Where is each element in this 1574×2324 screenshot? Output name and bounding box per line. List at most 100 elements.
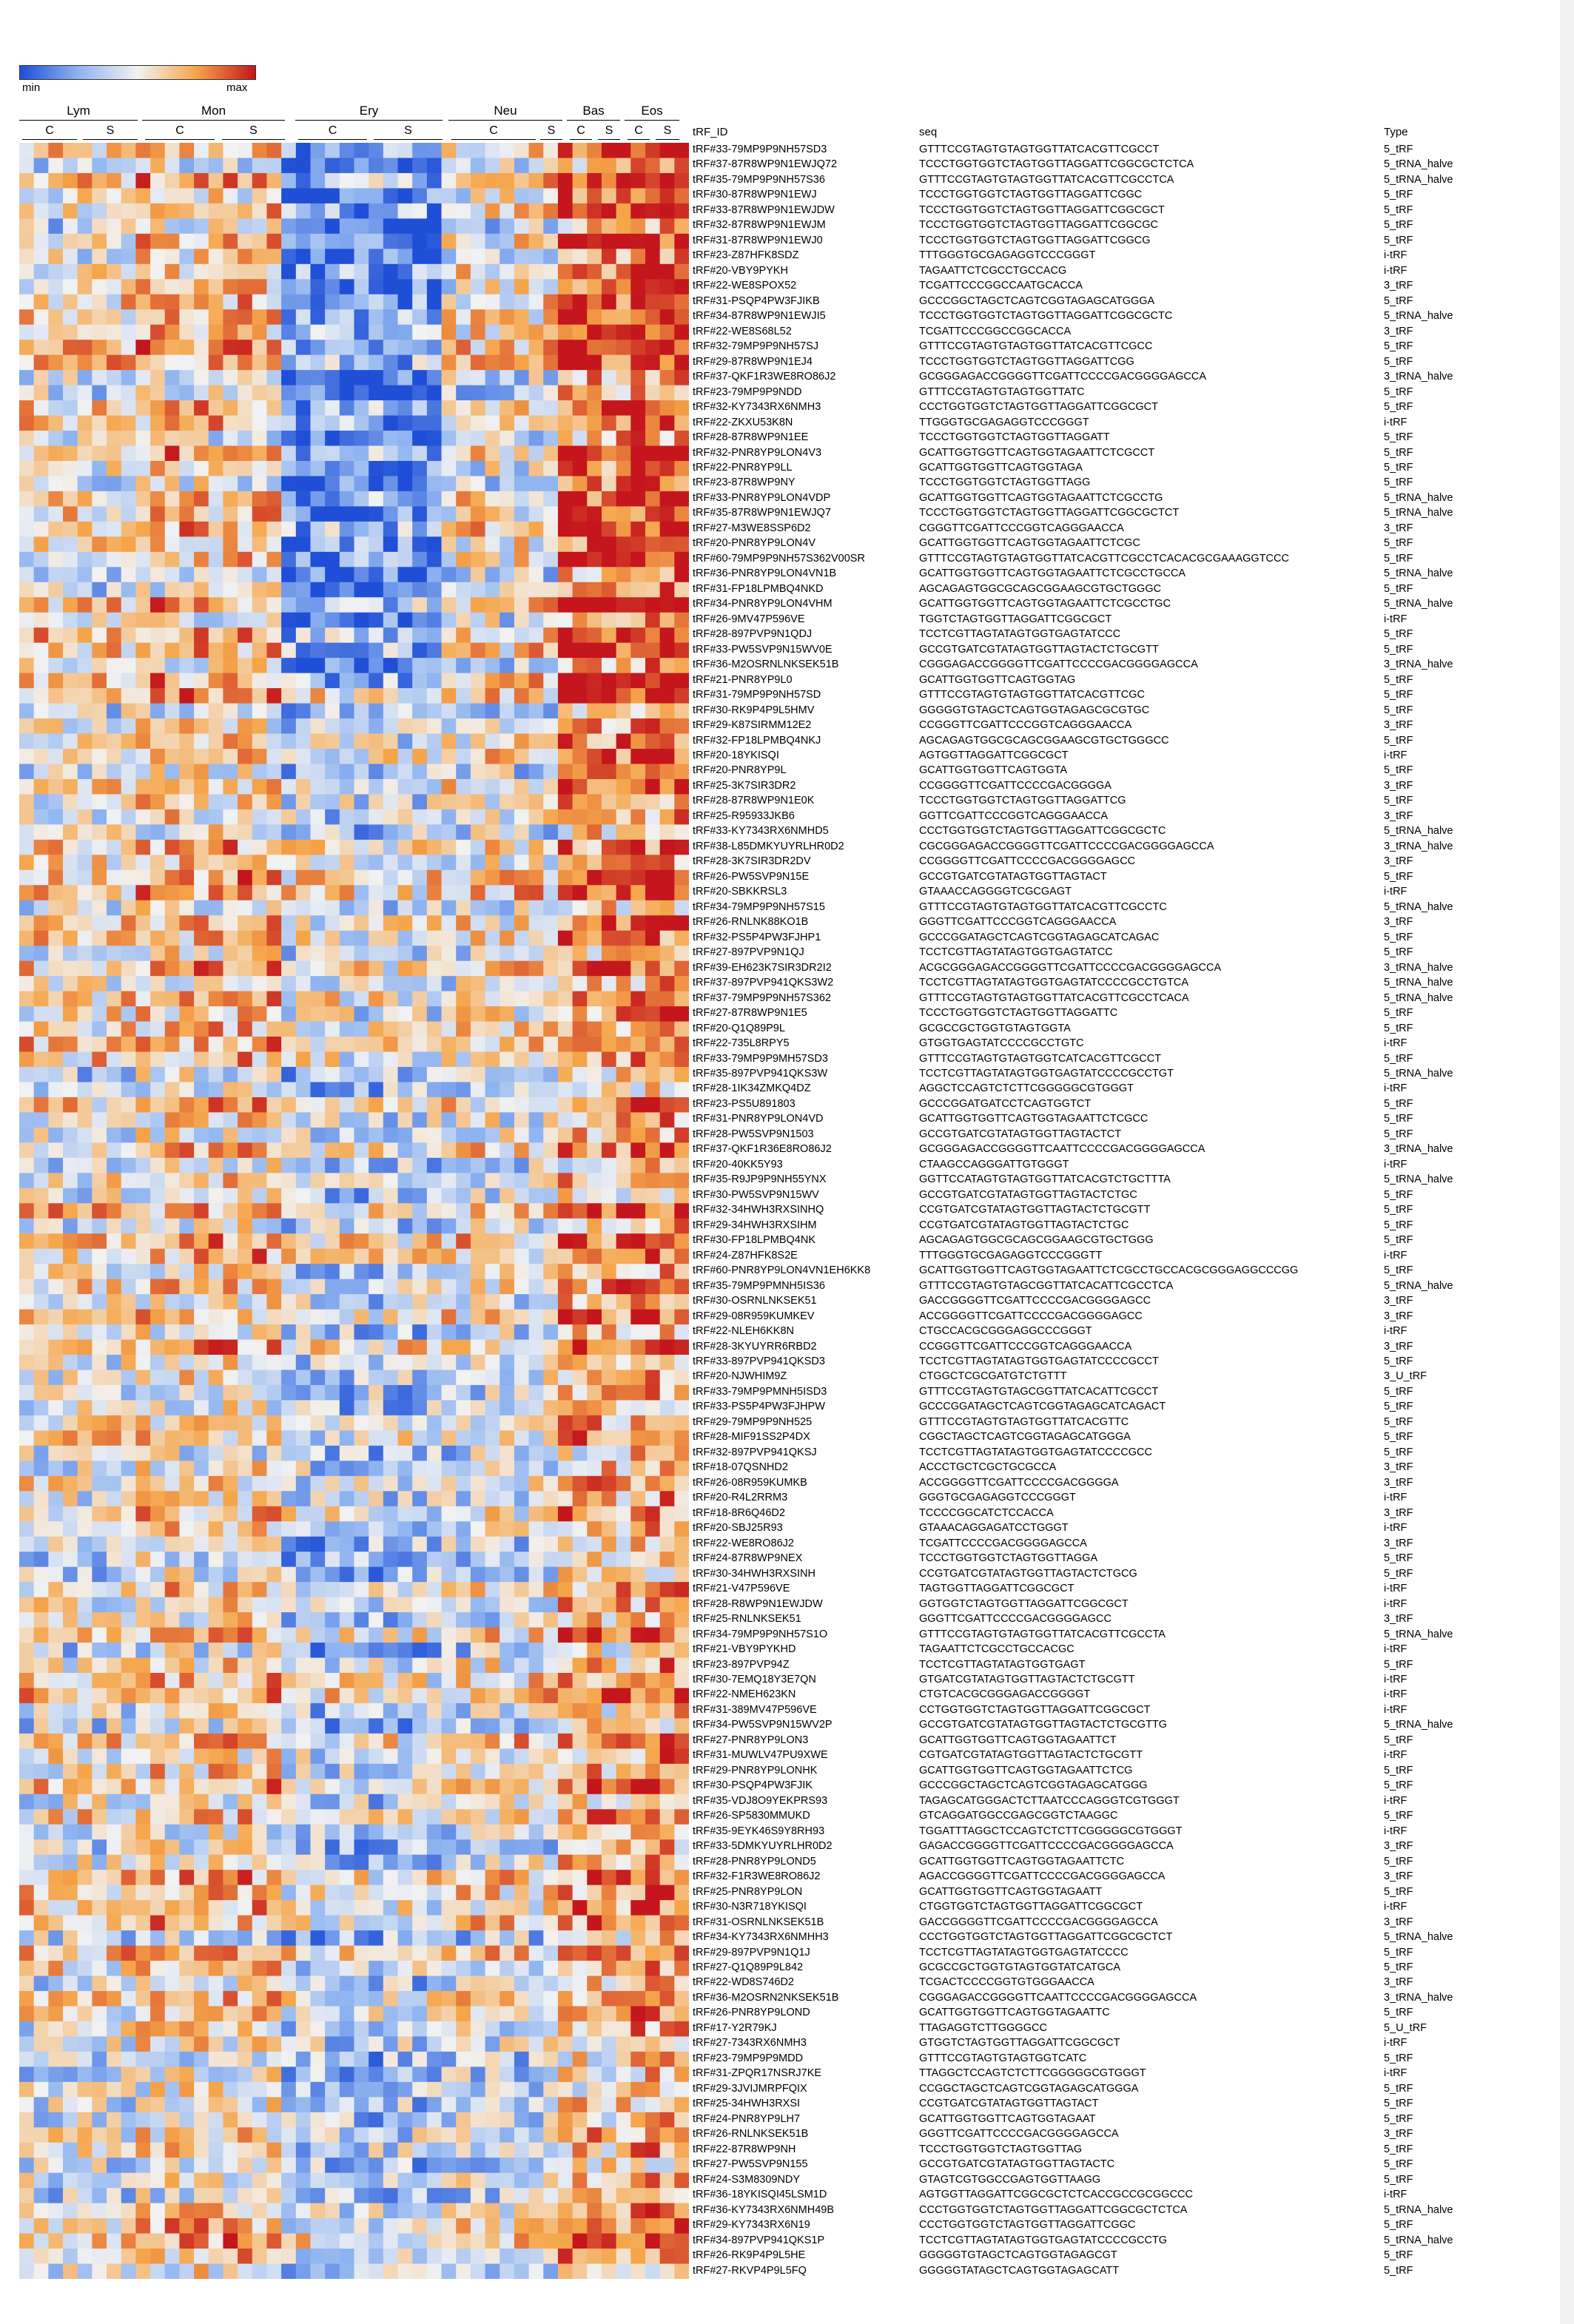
heatmap-cell (383, 143, 399, 159)
page-edge (1560, 0, 1574, 2324)
heatmap-cell (354, 143, 369, 159)
heatmap-cell (223, 158, 238, 174)
heatmap-cell (92, 158, 107, 174)
heatmap-cell (485, 249, 500, 265)
heatmap-cell (572, 233, 588, 249)
heatmap-cell (514, 188, 530, 204)
heatmap-cell (238, 203, 253, 219)
heatmap-cell (238, 233, 253, 249)
heatmap-cell (601, 203, 617, 219)
heatmap-cell (587, 158, 602, 174)
heatmap-grid (19, 143, 689, 2279)
color-scale-legend (19, 65, 256, 80)
heatmap-cell (528, 143, 544, 159)
heatmap-cell (107, 218, 122, 235)
heatmap-cell (485, 233, 500, 249)
heatmap-cell (194, 158, 209, 174)
heatmap-cell (252, 233, 268, 249)
heatmap-cell (557, 172, 574, 189)
heatmap-cell (528, 249, 544, 265)
heatmap-cell (528, 203, 544, 219)
heatmap-cell (412, 203, 428, 219)
heatmap-cell (659, 158, 675, 174)
heatmap-cell (77, 158, 93, 174)
legend-min-label: min (22, 81, 41, 94)
group-underline (625, 120, 679, 121)
heatmap-cell (528, 158, 544, 174)
heatmap-cell (135, 188, 151, 204)
heatmap-cell (266, 233, 282, 249)
heatmap-cell (295, 172, 312, 189)
heatmap-cell (164, 158, 181, 174)
heatmap-cell (281, 218, 297, 235)
heatmap-cell (587, 172, 602, 189)
heatmap-cell (659, 172, 675, 189)
heatmap-cell (135, 218, 151, 235)
heatmap-cell (630, 188, 646, 204)
heatmap-cell (616, 188, 631, 204)
heatmap-cell (150, 172, 166, 189)
heatmap-cell (500, 172, 515, 189)
heatmap-cell (616, 143, 631, 159)
heatmap-cell (63, 158, 78, 174)
heatmap-cell (266, 172, 282, 189)
heatmap-cell (63, 263, 78, 280)
heatmap-cell (194, 143, 209, 159)
heatmap-cell (48, 249, 64, 265)
heatmap-cell (601, 233, 617, 249)
heatmap-cell (412, 143, 428, 159)
heatmap-cell (426, 218, 443, 235)
heatmap-cell (77, 249, 93, 265)
heatmap-cell (645, 172, 661, 189)
heatmap-cell (557, 203, 574, 219)
heatmap-cell (426, 263, 443, 280)
heatmap-cell (572, 203, 588, 219)
heatmap-cell (310, 188, 326, 204)
heatmap-cell (456, 172, 471, 189)
heatmap-cell (456, 188, 471, 204)
heatmap-cell (107, 263, 122, 280)
heatmap-cell (383, 249, 399, 265)
heatmap-cell (150, 249, 166, 265)
heatmap-cell (456, 249, 471, 265)
group-label: Neu (494, 104, 517, 118)
heatmap-cell (19, 203, 35, 219)
heatmap-cell (369, 158, 384, 174)
heatmap-cell (310, 203, 326, 219)
subgroup-underline (656, 139, 679, 140)
heatmap-cell (150, 203, 166, 219)
heatmap-cell (616, 203, 631, 219)
subgroup-underline (451, 139, 536, 140)
heatmap-cell (266, 249, 282, 265)
heatmap-cell (223, 143, 238, 159)
heatmap-cell (659, 188, 675, 204)
heatmap-cell (107, 233, 122, 249)
heatmap-cell (135, 203, 151, 219)
heatmap-cell (456, 203, 471, 219)
heatmap-cell (77, 203, 93, 219)
heatmap-cell (33, 188, 49, 204)
heatmap-cell (397, 143, 413, 159)
heatmap-cell (295, 158, 312, 174)
heatmap-cell (659, 233, 675, 249)
heatmap-cell (572, 249, 588, 265)
heatmap-cell (208, 172, 224, 189)
heatmap-cell (383, 263, 399, 280)
heatmap-cell (48, 233, 64, 249)
heatmap-cell (557, 143, 574, 159)
heatmap-cell (412, 263, 428, 280)
heatmap-cell (456, 143, 471, 159)
heatmap-cell (77, 233, 93, 249)
heatmap-cell (150, 233, 166, 249)
heatmap-cell (514, 218, 530, 235)
heatmap-cell (354, 188, 369, 204)
heatmap-cell (310, 158, 326, 174)
heatmap-cell (645, 249, 661, 265)
heatmap-cell (587, 203, 602, 219)
heatmap-cell (339, 233, 355, 249)
heatmap-cell (500, 188, 515, 204)
heatmap-cell (150, 188, 166, 204)
heatmap-cell (441, 249, 457, 265)
heatmap-cell (281, 263, 297, 280)
heatmap-cell (310, 249, 326, 265)
